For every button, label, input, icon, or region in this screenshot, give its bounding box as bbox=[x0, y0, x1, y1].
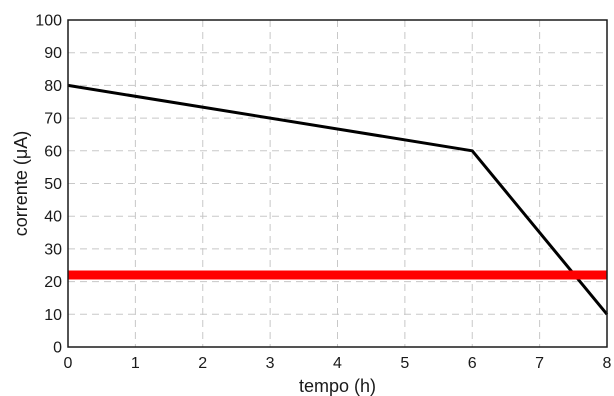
x-axis-label: tempo (h) bbox=[299, 376, 376, 396]
x-tick-label: 0 bbox=[64, 355, 73, 372]
y-tick-label: 20 bbox=[44, 274, 62, 291]
y-tick-label: 60 bbox=[44, 143, 62, 160]
y-tick-label: 40 bbox=[44, 209, 62, 226]
series-group bbox=[67, 83, 609, 316]
x-tick-label: 7 bbox=[535, 355, 544, 372]
y-tick-label: 0 bbox=[53, 340, 62, 357]
y-axis-label: corrente (μA) bbox=[11, 131, 31, 236]
x-tick-label: 3 bbox=[266, 355, 275, 372]
x-tick-label: 4 bbox=[333, 355, 342, 372]
x-tick-label: 5 bbox=[400, 355, 409, 372]
x-tick-label: 1 bbox=[131, 355, 140, 372]
y-tick-label: 70 bbox=[44, 111, 62, 128]
y-tick-label: 30 bbox=[44, 241, 62, 258]
x-tick-label: 8 bbox=[603, 355, 612, 372]
y-tick-label: 90 bbox=[44, 45, 62, 62]
x-tick-label: 2 bbox=[198, 355, 207, 372]
y-tick-label: 50 bbox=[44, 176, 62, 193]
grid bbox=[68, 20, 607, 347]
y-tick-label: 10 bbox=[44, 307, 62, 324]
plot-frame bbox=[67, 19, 608, 348]
y-tick-label: 100 bbox=[35, 13, 62, 30]
x-tick-label: 6 bbox=[468, 355, 477, 372]
y-tick-label: 80 bbox=[44, 78, 62, 95]
current-series-line bbox=[67, 83, 609, 316]
